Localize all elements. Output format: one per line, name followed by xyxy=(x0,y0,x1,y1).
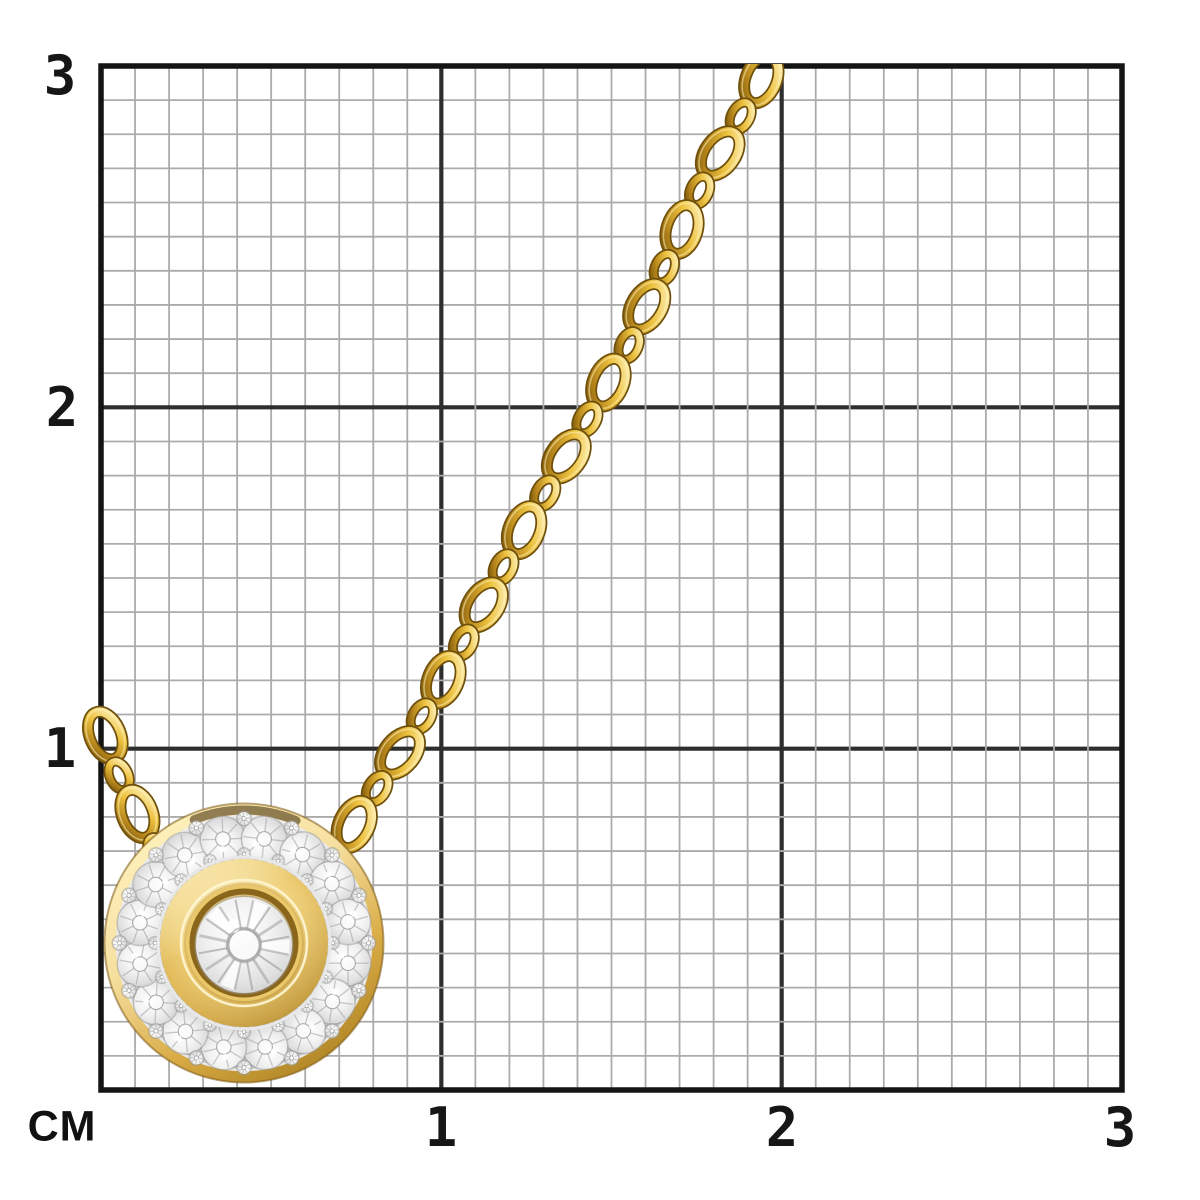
x-axis-tick-2: 2 xyxy=(765,1096,799,1159)
cm-grid xyxy=(98,63,1125,1093)
halo-diamond-pendant xyxy=(103,802,385,1084)
y-axis-tick-1: 1 xyxy=(43,717,77,780)
x-axis-tick-3: 3 xyxy=(1103,1096,1137,1159)
gold-chain xyxy=(81,64,785,870)
x-axis-tick-1: 1 xyxy=(424,1096,458,1159)
y-axis-tick-3: 3 xyxy=(43,44,77,107)
unit-label-cm: CM xyxy=(27,1102,97,1151)
y-axis-tick-2: 2 xyxy=(45,376,79,439)
